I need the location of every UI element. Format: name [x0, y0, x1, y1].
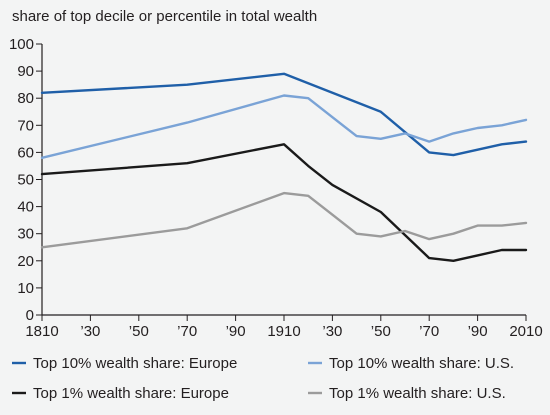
x-tick-label: ’50 [371, 323, 391, 340]
series-line-3 [40, 143, 528, 262]
y-tick-label: 60 [17, 144, 34, 161]
legend-label: Top 1% wealth share: Europe [33, 385, 229, 402]
y-tick-label: 70 [17, 117, 34, 134]
x-tick-label: ’70 [177, 323, 197, 340]
y-tick-label: 80 [17, 90, 34, 107]
y-tick-label: 10 [17, 280, 34, 297]
series-line-2 [40, 94, 528, 160]
y-tick-label: 100 [9, 36, 34, 53]
x-tick-label: ’90 [468, 323, 488, 340]
y-tick-label: 40 [17, 199, 34, 216]
x-tick-label: ’30 [80, 323, 100, 340]
y-axis-label: share of top decile or percentile in tot… [12, 8, 317, 25]
x-tick-label: 1810 [25, 323, 58, 340]
x-tick-label: 2010 [509, 323, 542, 340]
x-tick-label: 1910 [267, 323, 300, 340]
x-tick-label: ’50 [129, 323, 149, 340]
legend-label: Top 10% wealth share: U.S. [329, 355, 514, 372]
legend-label: Top 10% wealth share: Europe [33, 355, 237, 372]
x-tick-label: ’70 [419, 323, 439, 340]
x-tick-label: ’30 [322, 323, 342, 340]
y-tick-label: 0 [26, 307, 34, 324]
legend: Top 10% wealth share: Europe Top 10% weal… [12, 355, 514, 402]
legend-label: Top 1% wealth share: U.S. [329, 385, 506, 402]
series-lines [40, 72, 528, 262]
x-tick-label: ’90 [226, 323, 246, 340]
y-tick-label: 30 [17, 226, 34, 243]
y-tick-label: 20 [17, 253, 34, 270]
series-line-1 [40, 72, 528, 157]
axes: 0 10 20 30 40 50 60 70 80 90 100 1810 ’30 ’50 ’70 ’90 19… [9, 36, 543, 340]
y-tick-label: 90 [17, 63, 34, 80]
series-line-4 [40, 191, 528, 249]
y-tick-label: 50 [17, 172, 34, 189]
